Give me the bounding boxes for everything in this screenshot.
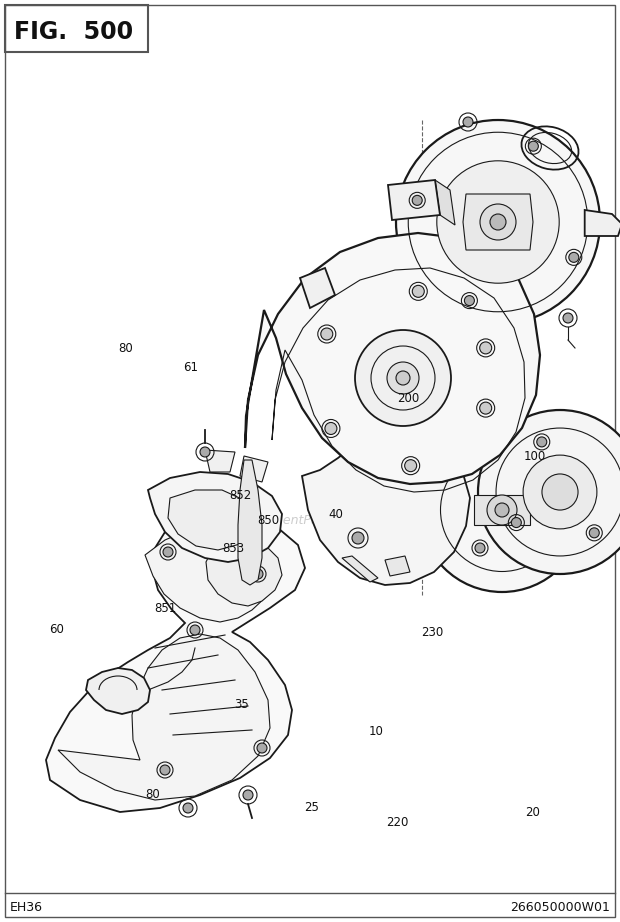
Circle shape <box>569 253 579 263</box>
Text: 230: 230 <box>422 626 444 639</box>
Circle shape <box>396 371 410 385</box>
Text: 853: 853 <box>222 542 244 555</box>
Circle shape <box>523 455 597 529</box>
Circle shape <box>437 160 559 283</box>
Circle shape <box>396 120 600 324</box>
Circle shape <box>420 428 584 592</box>
Text: 100: 100 <box>524 450 546 463</box>
Text: 60: 60 <box>50 623 64 636</box>
Polygon shape <box>58 634 270 800</box>
Circle shape <box>480 342 492 354</box>
Polygon shape <box>474 495 530 525</box>
Polygon shape <box>435 180 455 225</box>
Polygon shape <box>245 233 540 484</box>
Circle shape <box>412 195 422 206</box>
Circle shape <box>537 437 547 447</box>
Text: 80: 80 <box>118 342 133 355</box>
Text: EH36: EH36 <box>10 901 43 914</box>
Circle shape <box>512 517 521 527</box>
Circle shape <box>163 547 173 557</box>
Circle shape <box>257 743 267 753</box>
Polygon shape <box>145 526 278 622</box>
Text: 80: 80 <box>146 788 161 801</box>
Circle shape <box>487 495 517 525</box>
Circle shape <box>387 362 419 394</box>
Polygon shape <box>585 210 620 236</box>
Polygon shape <box>46 514 305 812</box>
Polygon shape <box>302 430 470 585</box>
Circle shape <box>480 402 492 414</box>
Text: 851: 851 <box>154 602 176 615</box>
Text: 35: 35 <box>234 698 249 711</box>
Polygon shape <box>388 180 440 220</box>
Circle shape <box>528 141 538 151</box>
Circle shape <box>480 204 516 240</box>
Circle shape <box>190 625 200 635</box>
Circle shape <box>542 474 578 510</box>
Circle shape <box>243 790 253 800</box>
Circle shape <box>490 214 506 230</box>
Circle shape <box>475 543 485 553</box>
Text: eReplacementParts.com: eReplacementParts.com <box>214 514 366 526</box>
Circle shape <box>495 503 509 517</box>
Polygon shape <box>463 194 533 250</box>
Circle shape <box>352 532 364 544</box>
Text: 25: 25 <box>304 801 319 814</box>
Polygon shape <box>342 556 378 582</box>
Circle shape <box>589 527 600 538</box>
Circle shape <box>183 803 193 813</box>
Circle shape <box>412 285 424 297</box>
Text: 10: 10 <box>369 725 384 738</box>
Circle shape <box>463 117 473 127</box>
Polygon shape <box>300 268 335 308</box>
Circle shape <box>464 296 474 305</box>
Polygon shape <box>168 490 256 550</box>
Polygon shape <box>238 460 262 585</box>
Text: FIG.  500: FIG. 500 <box>14 20 133 44</box>
Text: 40: 40 <box>329 508 343 521</box>
Polygon shape <box>385 556 410 576</box>
Circle shape <box>200 447 210 457</box>
Text: 266050000W01: 266050000W01 <box>510 901 610 914</box>
Circle shape <box>321 328 333 340</box>
Circle shape <box>563 313 573 323</box>
Text: 20: 20 <box>525 806 540 819</box>
Polygon shape <box>148 472 282 562</box>
Text: 61: 61 <box>184 361 198 374</box>
Text: 200: 200 <box>397 392 419 405</box>
Circle shape <box>253 569 263 579</box>
Circle shape <box>355 330 451 426</box>
Text: 850: 850 <box>257 514 280 527</box>
Text: 852: 852 <box>229 489 252 502</box>
Circle shape <box>405 460 417 472</box>
Text: 220: 220 <box>386 816 408 829</box>
Circle shape <box>325 422 337 434</box>
Circle shape <box>478 410 620 574</box>
Circle shape <box>160 765 170 775</box>
Polygon shape <box>86 668 150 714</box>
Polygon shape <box>206 530 282 606</box>
Polygon shape <box>205 450 235 472</box>
Polygon shape <box>240 456 268 482</box>
